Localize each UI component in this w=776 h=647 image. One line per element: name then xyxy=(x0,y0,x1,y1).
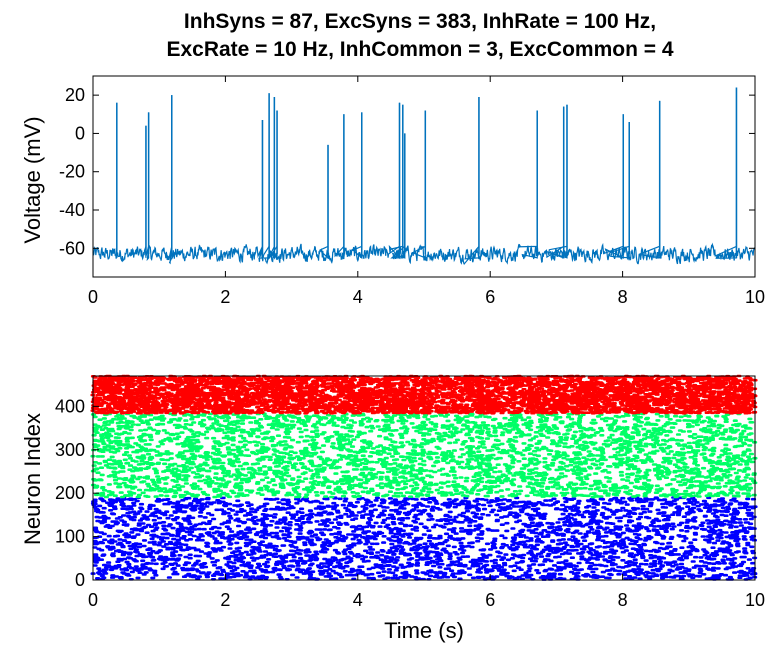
voltage-x-tick-label: 8 xyxy=(618,287,628,307)
raster-y-tick-label: 200 xyxy=(55,483,85,503)
voltage-axes: 0 2 4 6 8 10 -60 -40 -20 0 20 xyxy=(59,75,765,307)
raster-x-tick-label: 4 xyxy=(353,590,363,610)
voltage-x-tick-label: 4 xyxy=(353,287,363,307)
raster-x-tick-label: 10 xyxy=(745,590,765,610)
raster-x-axis-label: Time (s) xyxy=(384,618,464,643)
title-line-1: InhSyns = 87, ExcSyns = 383, InhRate = 1… xyxy=(184,10,656,33)
voltage-x-tick-label: 6 xyxy=(485,287,495,307)
raster-x-tick-label: 8 xyxy=(618,590,628,610)
raster-x-tick-label: 6 xyxy=(485,590,495,610)
raster-x-tick-label: 0 xyxy=(88,590,98,610)
raster-y-tick-label: 0 xyxy=(75,570,85,590)
voltage-trace xyxy=(92,87,756,266)
raster-x-tick-label: 2 xyxy=(220,590,230,610)
voltage-y-axis-label: Voltage (mV) xyxy=(20,116,45,243)
voltage-y-tick-label: 0 xyxy=(75,123,85,143)
raster-axes-box xyxy=(92,375,756,581)
voltage-trace-group xyxy=(92,87,756,266)
voltage-axes-box xyxy=(92,75,756,278)
raster-y-tick-label: 400 xyxy=(55,396,85,416)
voltage-x-tick-label: 10 xyxy=(745,287,765,307)
raster-dots-group xyxy=(90,374,758,581)
raster-y-axis-label: Neuron Index xyxy=(20,413,45,545)
voltage-y-tick-label: 20 xyxy=(65,85,85,105)
voltage-y-tick-label: -60 xyxy=(59,238,85,258)
raster-series-2 xyxy=(90,412,758,499)
title-line-2: ExcRate = 10 Hz, InhCommon = 3, ExcCommo… xyxy=(166,38,673,61)
raster-y-tick-label: 100 xyxy=(55,527,85,547)
voltage-y-tick-label: -40 xyxy=(59,200,85,220)
voltage-plot: 0 2 4 6 8 10 -60 -40 -20 0 20 Voltage (mV) xyxy=(20,75,765,307)
voltage-x-tick-label: 2 xyxy=(220,287,230,307)
raster-series-1 xyxy=(90,496,758,581)
voltage-x-tick-label: 0 xyxy=(88,287,98,307)
raster-y-tick-label: 300 xyxy=(55,440,85,460)
raster-series-3 xyxy=(90,374,758,415)
voltage-y-tick-label: -20 xyxy=(59,162,85,182)
